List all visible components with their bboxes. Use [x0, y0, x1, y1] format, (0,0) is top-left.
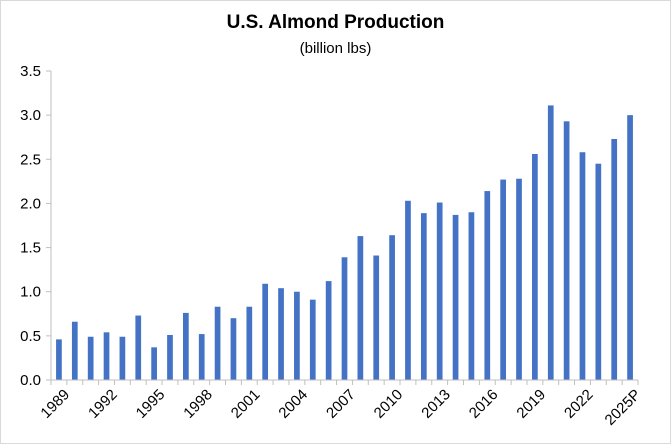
bar-2016 — [484, 191, 491, 380]
bar-2007 — [341, 257, 348, 380]
y-tick-label: 0.5 — [20, 328, 41, 345]
bar-1996 — [167, 334, 173, 380]
bar-2021 — [563, 121, 570, 380]
bar-2012 — [420, 213, 427, 380]
bar-1995 — [151, 347, 157, 380]
y-tick-label: 1.0 — [20, 284, 41, 301]
bar-2019 — [532, 153, 538, 380]
bar-2022 — [579, 152, 586, 380]
bar-2002 — [262, 283, 269, 380]
x-tick-label: 2022 — [561, 386, 597, 422]
x-tick-label: 2007 — [323, 386, 359, 422]
bar-2025P — [627, 115, 633, 380]
bar-2011 — [405, 200, 411, 380]
bar-2013 — [436, 202, 443, 380]
bar-2018 — [516, 178, 522, 380]
x-tick-label: 2025P — [602, 386, 645, 429]
x-tick-label: 1989 — [37, 386, 73, 422]
bar-2020 — [547, 105, 554, 381]
x-tick-label: 1992 — [85, 386, 121, 422]
bar-2005 — [309, 299, 316, 380]
y-tick-label: 2.5 — [20, 151, 41, 168]
y-tick-label: 3.5 — [20, 63, 41, 80]
x-tick-label: 2016 — [466, 386, 502, 422]
bar-2024 — [611, 138, 618, 380]
bar-2015 — [468, 212, 475, 380]
bar-2008 — [357, 236, 364, 380]
bar-2009 — [373, 255, 380, 380]
bar-1991 — [87, 336, 94, 380]
y-tick-label: 2.0 — [20, 195, 41, 212]
bar-1992 — [103, 332, 110, 380]
bar-2017 — [500, 179, 506, 380]
x-tick-label: 2001 — [228, 386, 264, 422]
bar-1989 — [56, 339, 62, 380]
bar-1993 — [119, 336, 126, 380]
x-tick-label: 1995 — [133, 386, 169, 422]
bar-2006 — [325, 281, 332, 380]
bar-2003 — [278, 288, 284, 380]
bar-1998 — [198, 334, 205, 380]
bar-2023 — [595, 163, 602, 380]
y-tick-label: 3.0 — [20, 107, 41, 124]
bar-1997 — [183, 312, 189, 380]
bar-1999 — [214, 306, 221, 380]
x-tick-label: 2013 — [418, 386, 454, 422]
bar-1990 — [71, 321, 78, 380]
chart-title: U.S. Almond Production — [226, 12, 445, 33]
x-tick-label: 2004 — [275, 386, 311, 422]
x-tick-label: 1998 — [180, 386, 216, 422]
y-tick-label: 0.0 — [20, 372, 41, 389]
y-tick-label: 1.5 — [20, 240, 41, 257]
bar-2001 — [246, 306, 253, 380]
bar-1994 — [135, 315, 142, 380]
chart-subtitle: (billion lbs) — [299, 40, 372, 57]
bar-2004 — [294, 291, 300, 380]
bar-2014 — [452, 214, 459, 380]
bar-2000 — [230, 318, 237, 380]
x-tick-label: 2010 — [371, 386, 407, 422]
bar-2010 — [389, 235, 395, 380]
x-tick-label: 2019 — [513, 386, 549, 422]
